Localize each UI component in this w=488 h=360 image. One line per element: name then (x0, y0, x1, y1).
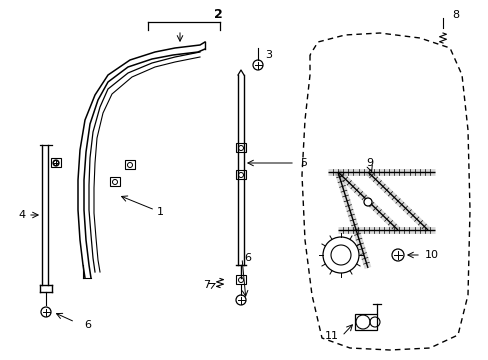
Bar (236, 170, 245, 179)
Text: 2: 2 (213, 9, 222, 22)
Circle shape (363, 198, 371, 206)
Text: 1: 1 (156, 207, 163, 217)
Text: 10: 10 (424, 250, 438, 260)
Bar (110, 177, 120, 186)
Text: 7: 7 (203, 280, 209, 290)
Bar (354, 314, 376, 330)
Text: 3: 3 (264, 50, 271, 60)
Bar (236, 143, 245, 152)
Bar (236, 275, 245, 284)
Text: 8: 8 (451, 10, 458, 20)
Text: 5: 5 (299, 158, 306, 168)
Bar (125, 160, 135, 169)
Text: 4: 4 (19, 210, 25, 220)
Text: 11: 11 (325, 331, 338, 341)
Text: 6: 6 (244, 253, 251, 263)
Bar (51, 158, 61, 167)
Text: 6: 6 (84, 320, 91, 330)
Text: 9: 9 (366, 158, 373, 168)
